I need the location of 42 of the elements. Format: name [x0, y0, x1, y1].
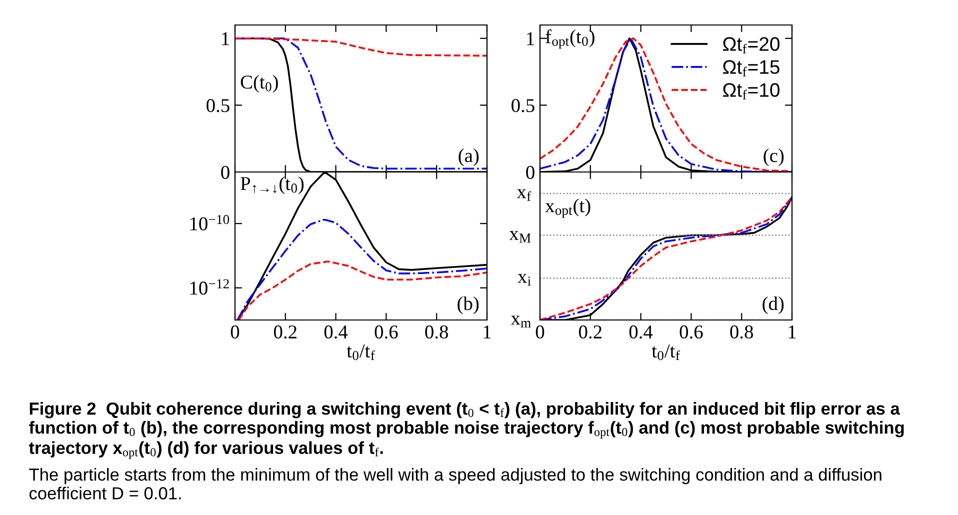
line-series [238, 260, 487, 320]
x-tick-label: 0.6 [374, 325, 398, 339]
line-series [236, 218, 487, 320]
annotation: (b) [458, 296, 479, 314]
text: Figure 2 Qubit coherence during a switching event (t$_{0}$ < t$_{f}$) (a), probability for an induced bit flip error as a function of t$_{0}$ (b), the corresponding most probable noise trajectory f$_{opt}$(t$_{0}$) and (c) most probable switching trajectory x$_{opt}$(t$_{0}$) (d) for various values of t$_{f}$. [28, 402, 904, 459]
x-tick-label: 0.8 [425, 325, 448, 339]
x-tick-label: 0 [536, 325, 544, 339]
annotation: (d) [762, 296, 784, 314]
annotation: f$_{opt}$(t$_{0}$) [546, 29, 594, 49]
annotation: P$_{↑→↓}$(t$_{0}$) [240, 176, 304, 194]
y-tick-label: 0 [526, 166, 534, 179]
ref-line-label: x$_{i}$ [518, 274, 531, 286]
x-tick-label: 0.2 [274, 325, 296, 339]
x-tick-label: 0.4 [629, 325, 653, 339]
x-tick-label: 0.8 [730, 325, 754, 339]
x-tick-label: 1 [788, 326, 796, 338]
y-tick-label: 0.5 [206, 99, 230, 112]
x-tick-label: 0.6 [680, 325, 703, 339]
x-tick-label: 1 [484, 326, 491, 338]
y-tick-label: 1 [527, 32, 534, 46]
y-tick-label: 0.5 [512, 99, 534, 112]
legend-label: Ωt$_{f}$=20 [723, 37, 780, 54]
y-tick-label: 10$^{−10}$ [190, 214, 230, 230]
x-tick-label: 0.4 [324, 325, 348, 339]
y-tick-label: 1 [222, 32, 229, 46]
x-axis-title: t$_{0}$/t$_{f}$ [346, 344, 375, 360]
legend-label: Ωt$_{f}$=10 [723, 83, 780, 100]
line-series [235, 37, 487, 57]
ref-line-label: x$_{f}$ [516, 189, 532, 201]
x-axis-title: t$_{0}$/t$_{f}$ [652, 344, 680, 360]
annotation: (c) [764, 148, 784, 166]
x-tick-label: 0 [230, 325, 240, 339]
annotation: x$_{opt}$(t) [545, 198, 590, 218]
legend-label: Ωt$_{f}$=15 [723, 60, 780, 76]
text: The particle starts from the minimum of the well with a speed adjusted to the switching condition and a diffusion coefficient D = 0.01. [29, 468, 882, 500]
ref-line-label: x$_{m}$ [510, 316, 531, 328]
x-tick-label: 0.2 [578, 325, 602, 339]
y-tick-label: 10$^{−12}$ [190, 279, 229, 295]
annotation: C(t$_{0}$) [240, 74, 278, 93]
annotation: (a) [458, 148, 479, 166]
y-tick-label: 0 [221, 166, 230, 179]
ref-line-label: x$_{M}$ [509, 230, 531, 243]
